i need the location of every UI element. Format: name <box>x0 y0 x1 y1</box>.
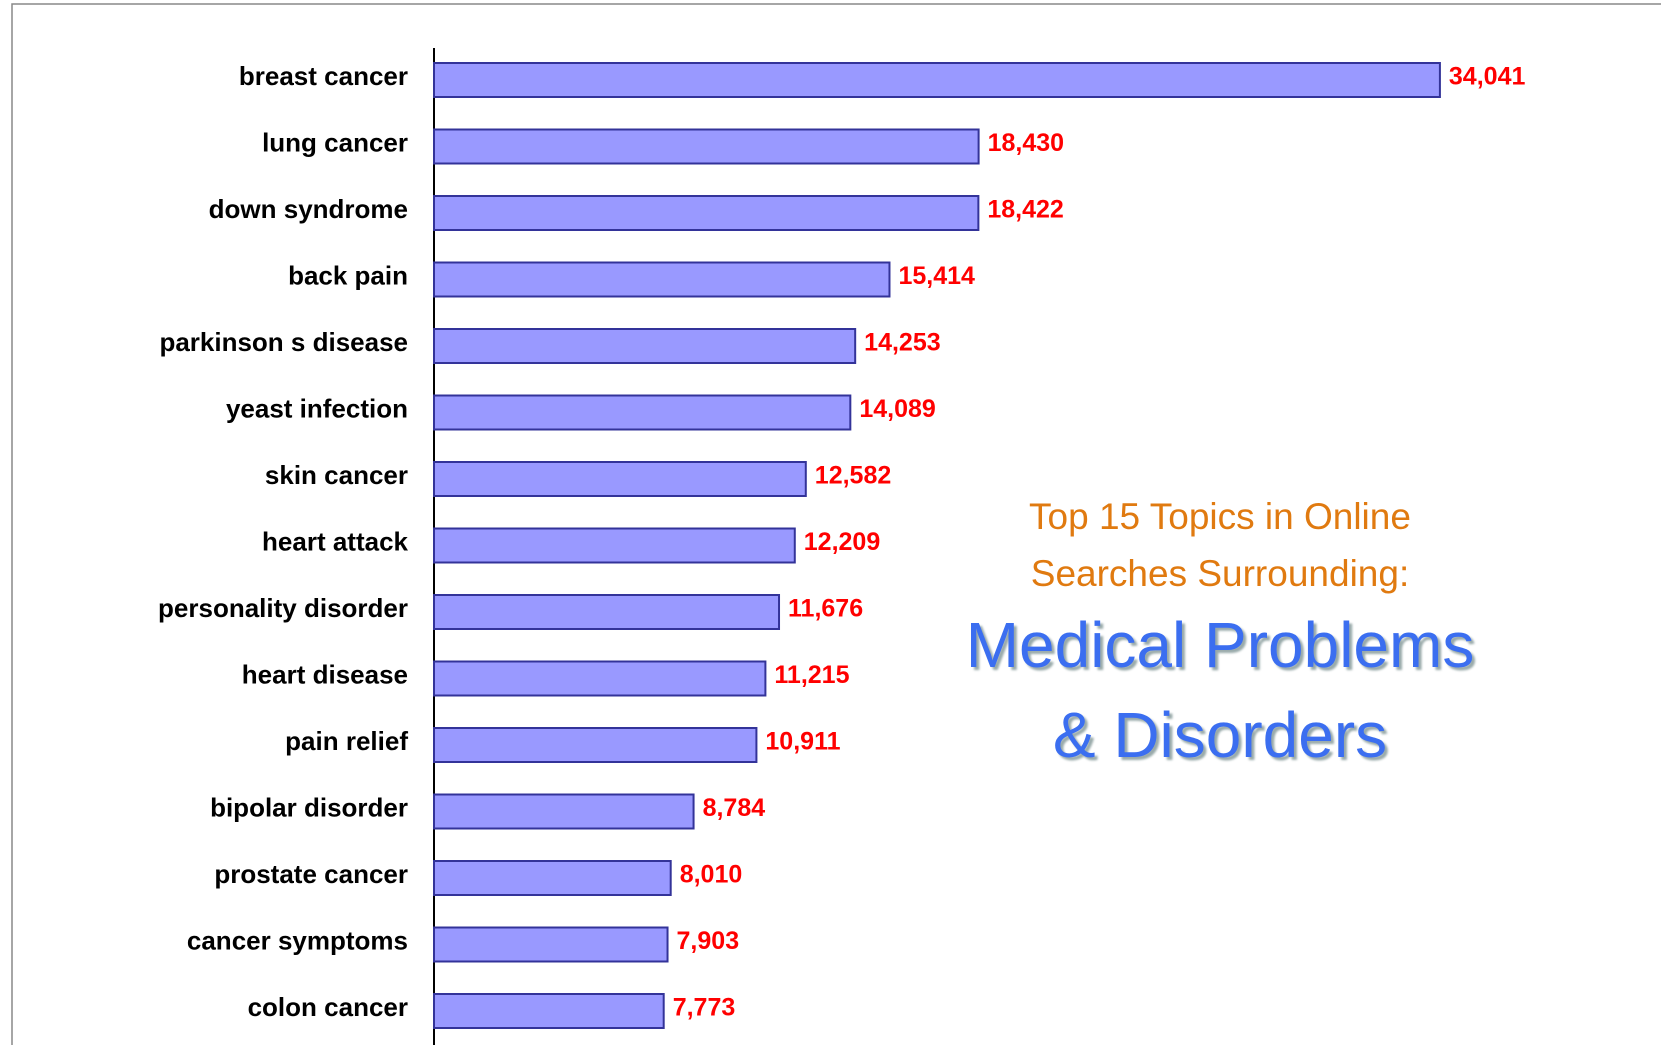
y-tick-label: down syndrome <box>209 194 408 224</box>
y-tick-label: bipolar disorder <box>210 792 408 822</box>
y-tick-label: prostate cancer <box>214 859 408 889</box>
bar <box>433 394 852 431</box>
data-label: 18,422 <box>987 196 1063 224</box>
bar <box>433 993 665 1029</box>
y-tick-label: cancer symptoms <box>187 925 408 955</box>
data-label: 8,784 <box>703 794 766 822</box>
bar <box>433 860 672 896</box>
bar <box>433 261 891 298</box>
y-tick-label: colon cancer <box>248 992 408 1022</box>
data-label: 7,903 <box>677 927 740 955</box>
y-tick-label: lung cancer <box>262 127 408 157</box>
data-label: 8,010 <box>680 861 743 889</box>
bar <box>433 461 807 497</box>
bar <box>433 594 781 630</box>
y-tick-label: personality disorder <box>158 593 408 623</box>
data-label: 11,215 <box>774 661 849 689</box>
bar <box>433 328 857 364</box>
y-tick-label: parkinson s disease <box>159 327 408 357</box>
data-label: 12,209 <box>804 528 880 556</box>
frame <box>11 3 1661 1045</box>
y-tick-label: heart disease <box>242 659 408 689</box>
data-label: 15,414 <box>898 262 975 290</box>
data-label: 14,089 <box>859 395 935 423</box>
data-label: 34,041 <box>1449 63 1526 91</box>
bar <box>433 195 980 231</box>
data-label: 14,253 <box>864 329 940 357</box>
y-tick-label: back pain <box>288 260 408 290</box>
bar <box>433 527 796 564</box>
y-tick-label: skin cancer <box>265 460 408 490</box>
data-label: 11,676 <box>788 595 863 623</box>
chart-title: Top 15 Topics in Online Searches Surroun… <box>1029 496 1411 594</box>
y-tick-label: pain relief <box>285 726 408 756</box>
bar <box>433 793 695 830</box>
data-label: 12,582 <box>815 462 891 490</box>
data-label: 10,911 <box>765 728 840 756</box>
data-label: 18,430 <box>988 129 1064 157</box>
y-tick-label: yeast infection <box>226 393 408 423</box>
y-tick-label: heart attack <box>262 526 408 556</box>
y-tick-label: breast cancer <box>239 61 408 91</box>
data-label: 7,773 <box>673 994 736 1022</box>
bar <box>433 727 758 763</box>
bar <box>433 660 767 697</box>
bar <box>433 128 980 165</box>
bar <box>433 926 669 963</box>
bar <box>433 62 1441 98</box>
chart-subtitle: Medical Problems & Disorders <box>965 609 1475 771</box>
